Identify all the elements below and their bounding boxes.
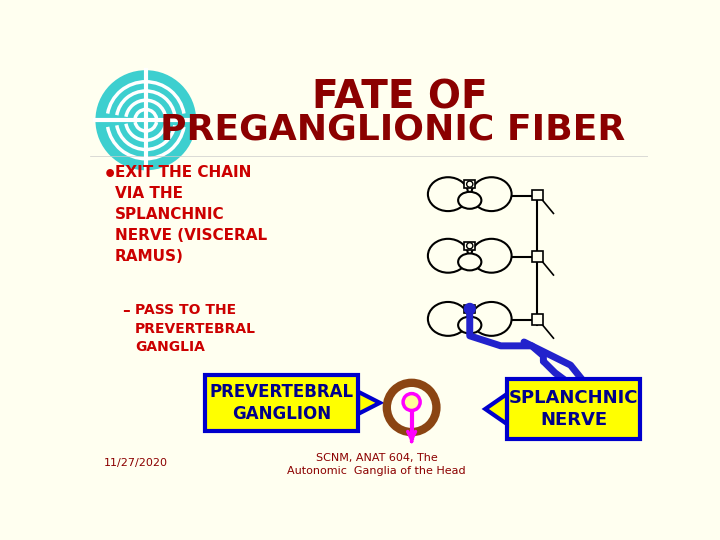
Text: SCNM, ANAT 604, The
Autonomic  Ganglia of the Head: SCNM, ANAT 604, The Autonomic Ganglia of… [287, 453, 466, 476]
FancyBboxPatch shape [532, 190, 543, 200]
Circle shape [467, 181, 473, 187]
FancyBboxPatch shape [532, 314, 543, 325]
Text: FATE OF: FATE OF [312, 79, 488, 117]
Circle shape [467, 242, 473, 249]
Text: EXIT THE CHAIN
VIA THE
SPLANCHNIC
NERVE (VISCERAL
RAMUS): EXIT THE CHAIN VIA THE SPLANCHNIC NERVE … [114, 165, 267, 264]
Ellipse shape [458, 192, 482, 209]
FancyBboxPatch shape [532, 251, 543, 262]
Polygon shape [485, 394, 507, 424]
Text: •: • [102, 165, 117, 185]
Ellipse shape [472, 302, 512, 336]
Circle shape [403, 394, 420, 410]
Polygon shape [358, 392, 380, 414]
FancyBboxPatch shape [507, 379, 640, 439]
FancyBboxPatch shape [204, 375, 358, 430]
FancyBboxPatch shape [464, 242, 475, 249]
Ellipse shape [458, 253, 482, 271]
Text: PREGANGLIONIC FIBER: PREGANGLIONIC FIBER [160, 112, 625, 146]
Ellipse shape [472, 239, 512, 273]
Ellipse shape [458, 316, 482, 334]
Circle shape [387, 383, 436, 432]
Text: SPLANCHNIC
NERVE: SPLANCHNIC NERVE [509, 389, 639, 429]
Ellipse shape [428, 239, 468, 273]
FancyBboxPatch shape [464, 305, 475, 313]
Text: PREVERTEBRAL
GANGLION: PREVERTEBRAL GANGLION [210, 383, 354, 423]
Ellipse shape [428, 177, 468, 211]
Circle shape [96, 70, 196, 170]
Ellipse shape [472, 177, 512, 211]
FancyBboxPatch shape [464, 180, 475, 188]
Text: PASS TO THE
PREVERTEBRAL
GANGLIA: PASS TO THE PREVERTEBRAL GANGLIA [135, 303, 256, 354]
Circle shape [464, 303, 475, 314]
Text: 11/27/2020: 11/27/2020 [104, 458, 168, 468]
Ellipse shape [428, 302, 468, 336]
Text: –: – [122, 303, 130, 319]
